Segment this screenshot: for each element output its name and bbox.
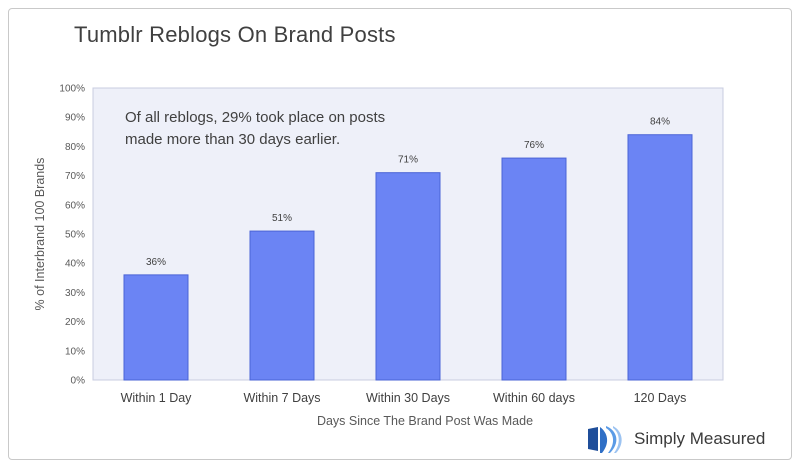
bar — [249, 230, 315, 381]
bar — [375, 172, 441, 381]
x-tick-label: Within 7 Days — [243, 391, 320, 405]
bar-data-label: 36% — [146, 257, 166, 268]
bar-data-label: 51% — [272, 213, 292, 224]
y-tick-label: 50% — [65, 230, 85, 241]
y-tick-label: 80% — [65, 142, 85, 153]
annotation-line-2: made more than 30 days earlier. — [125, 131, 340, 148]
bar-data-label: 71% — [398, 155, 418, 166]
chart-title: Tumblr Reblogs On Brand Posts — [74, 22, 396, 47]
y-tick-label: 10% — [65, 346, 85, 357]
annotation-line-1: Of all reblogs, 29% took place on posts — [125, 109, 385, 126]
category-labels: Within 1 Day Within 7 Days Within 30 Days W… — [121, 391, 687, 405]
y-tick-label: 30% — [65, 288, 85, 299]
y-tick-label: 40% — [65, 259, 85, 270]
simply-measured-logo-icon — [588, 426, 622, 453]
y-tick-label: 70% — [65, 171, 85, 182]
bars — [123, 134, 693, 381]
y-axis-ticks: 0% 10% 20% 30% 40% 50% 60% 70% 80% 90% 100% — [59, 84, 85, 387]
x-tick-label: Within 30 Days — [366, 391, 450, 405]
data-labels: 36% 51% 71% 76% 84% — [146, 117, 670, 268]
x-tick-label: Within 60 days — [493, 391, 575, 405]
y-tick-label: 20% — [65, 317, 85, 328]
y-tick-label: 90% — [65, 113, 85, 124]
bar-data-label: 84% — [650, 117, 670, 128]
y-tick-label: 100% — [59, 84, 85, 95]
bar — [501, 157, 567, 381]
bar — [123, 274, 189, 381]
logo-text: Simply Measured — [634, 429, 766, 448]
x-tick-label: Within 1 Day — [121, 391, 193, 405]
bar — [627, 134, 693, 381]
y-axis-title: % of Interbrand 100 Brands — [33, 158, 47, 311]
brand-logo: Simply Measured — [586, 422, 765, 456]
y-tick-label: 60% — [65, 200, 85, 211]
bar-data-label: 76% — [524, 140, 544, 151]
x-axis-title: Days Since The Brand Post Was Made — [317, 414, 533, 428]
x-tick-label: 120 Days — [634, 391, 687, 405]
y-tick-label: 0% — [71, 376, 86, 387]
